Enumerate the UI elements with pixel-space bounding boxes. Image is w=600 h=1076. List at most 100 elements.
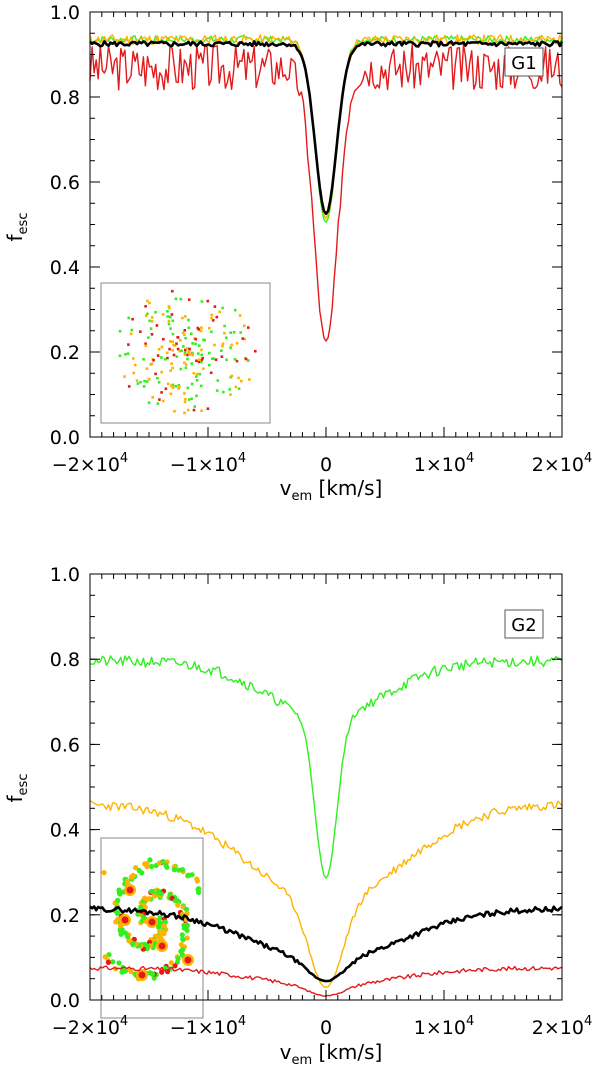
inset-point (136, 382, 140, 385)
inset-point (171, 867, 177, 873)
inset-point (215, 389, 219, 392)
series-line-black (89, 905, 563, 983)
inset-point (221, 344, 224, 348)
inset-point (187, 318, 190, 322)
inset-point (230, 343, 233, 347)
inset-point (127, 385, 131, 388)
inset-point (106, 952, 112, 958)
inset-point (169, 327, 172, 330)
inset-point (142, 904, 148, 910)
inset-point (135, 379, 139, 382)
inset-point (181, 316, 184, 320)
inset-point (186, 408, 190, 412)
panel-g1: 0.0 0.2 0.4 0.6 0.8 1.0 −2×104 −1×104 0 1×104 2×10… (3, 2, 592, 504)
inset-point (145, 380, 149, 383)
inset-point (198, 358, 201, 361)
inset-point (142, 385, 146, 388)
inset-point (223, 324, 226, 328)
inset-point (157, 347, 161, 351)
inset-point (139, 330, 142, 333)
inset-point (110, 959, 116, 965)
inset-point (191, 351, 194, 355)
y-tick-label: 0.0 (50, 427, 80, 449)
inset-point (225, 358, 228, 362)
inset-point (184, 910, 190, 917)
inset-point (196, 326, 200, 330)
x-axis-label: vem [km/s] (280, 1040, 383, 1068)
inset-point (187, 326, 191, 330)
inset-point (150, 333, 154, 336)
inset-point (131, 317, 134, 321)
inset-point (150, 320, 154, 323)
inset-point (183, 329, 187, 332)
x-tick-label: 0 (320, 454, 332, 476)
y-tick-label: 0.2 (50, 905, 80, 927)
inset-point (123, 375, 126, 378)
inset-point (182, 345, 185, 348)
inset-point (126, 352, 130, 355)
inset-point (174, 385, 177, 388)
inset-point (156, 924, 162, 930)
inset-point (152, 358, 155, 362)
inset-point (133, 363, 137, 367)
inset-point (166, 310, 169, 313)
x-tick-label: −2×104 (52, 1014, 128, 1039)
inset-point (117, 891, 123, 897)
inset-point (187, 398, 191, 401)
inset-point (195, 379, 199, 382)
x-tick-label: −1×104 (170, 451, 246, 476)
inset-point (183, 400, 187, 404)
inset-point (243, 337, 246, 341)
inset-point (233, 358, 237, 361)
inset-knot (126, 886, 134, 894)
inset-point (178, 349, 181, 353)
inset-point (159, 969, 165, 975)
series-line-yellow (89, 800, 563, 988)
inset-point (127, 343, 130, 346)
inset-point (190, 397, 193, 400)
inset-point (191, 353, 194, 357)
inset-point (195, 359, 198, 363)
inset-point (151, 975, 157, 981)
inset-point (179, 338, 182, 342)
inset-point (144, 305, 147, 308)
y-axis-label: fesc (3, 774, 31, 803)
inset-point (194, 342, 197, 346)
x-tick-label: 0 (320, 1017, 332, 1039)
inset-point (144, 342, 147, 345)
inset-point (208, 326, 211, 330)
inset-point (143, 379, 146, 383)
inset-point (200, 326, 203, 329)
inset-point (167, 305, 171, 308)
inset-point (225, 336, 228, 340)
inset-point (184, 935, 190, 941)
inset-point (160, 356, 163, 359)
inset-point (156, 376, 159, 380)
y-tick-label: 0.4 (50, 257, 80, 279)
inset-point (181, 925, 187, 931)
inset-point (124, 878, 131, 885)
inset-point (186, 357, 189, 361)
inset-point (201, 356, 204, 360)
inset-point (144, 864, 150, 870)
inset-knot (158, 942, 166, 950)
inset-point (187, 350, 191, 353)
inset-point (223, 331, 226, 335)
y-tick-label: 0.6 (50, 172, 80, 194)
inset-point (186, 386, 190, 390)
inset-point (195, 375, 198, 378)
x-tick-label: −2×104 (52, 451, 128, 476)
inset-point (200, 409, 203, 412)
inset-point (179, 932, 185, 938)
inset-point (178, 385, 181, 389)
inset-knot (148, 918, 156, 926)
inset-point (180, 937, 186, 943)
inset-point (183, 351, 187, 354)
inset-point (166, 356, 169, 360)
inset-point (243, 324, 246, 328)
inset-point (211, 319, 215, 322)
inset-point (141, 915, 147, 921)
inset-point (198, 372, 202, 376)
inset-point (240, 379, 243, 383)
